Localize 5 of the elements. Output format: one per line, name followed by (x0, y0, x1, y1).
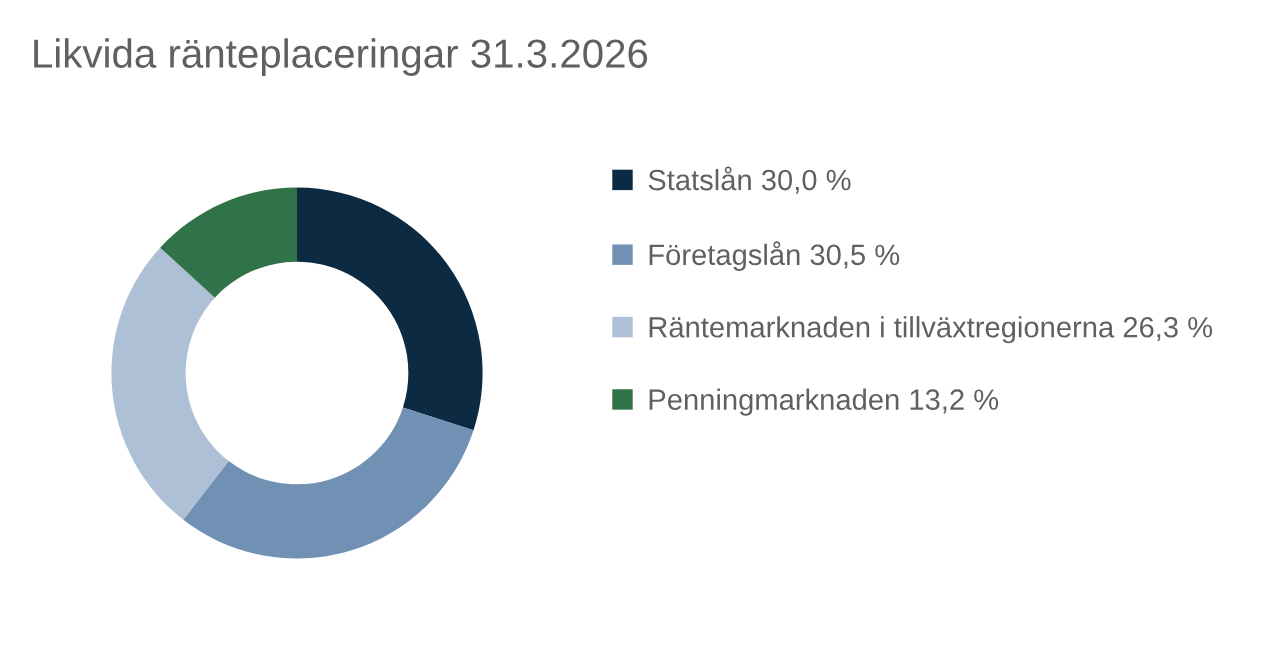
chart-title: Likvida ränteplaceringar 31.3.2026 (34, 38, 648, 76)
legend-label: Penningmarknaden 13,2 % (649, 388, 999, 416)
legend-label: Räntemarknaden i tillväxtregionerna 26,3 % (649, 316, 1213, 344)
legend-label: Företagslån 30,5 % (649, 241, 900, 271)
legend-label: Statslån 30,0 % (648, 166, 851, 194)
